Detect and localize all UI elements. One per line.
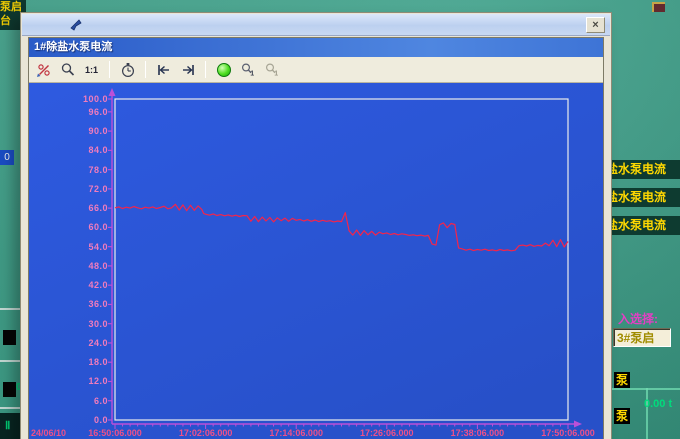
background-block (3, 382, 16, 397)
x-axis-date-label: 24/06/10 (31, 428, 67, 438)
corner-label-top: 泵启 (0, 1, 22, 13)
y-tick-label: 90.0 (88, 126, 108, 137)
trend-plot (108, 88, 582, 429)
toolbar-separator (145, 61, 146, 78)
background-zero-readout: 0 (0, 150, 14, 165)
y-tick-label: 54.0 (88, 241, 108, 252)
pump-current-tag-2[interactable]: 盐水泵电流 (604, 188, 680, 207)
one-to-one-label: 1:1 (84, 64, 98, 75)
x-tick-label: 17:50:06.000 (541, 428, 595, 438)
pump-start-select-box[interactable]: 3#泵启 (613, 328, 671, 347)
trend-title: 1#除盐水泵电流 (29, 38, 603, 57)
background-line (0, 360, 23, 362)
y-tick-label: 0.0 (93, 415, 108, 425)
toolbar-separator (205, 61, 206, 78)
dialog-titlebar[interactable]: × (22, 14, 610, 36)
y-tick-label: 78.0 (88, 164, 108, 175)
trend-inner-window: 1#除盐水泵电流 1:1 (28, 37, 604, 439)
zoom-percent-icon[interactable] (35, 61, 52, 78)
zoom-icon[interactable] (59, 61, 76, 78)
mimic-pipe-vertical (646, 388, 648, 439)
y-tick-label: 96.0 (88, 106, 108, 117)
y-tick-label: 100.0 (82, 94, 108, 104)
y-tick-label: 18.0 (88, 357, 108, 368)
background-line (0, 308, 23, 310)
pan-right-icon[interactable] (179, 61, 196, 78)
y-tick-label: 24.0 (88, 337, 108, 348)
background-block (3, 330, 16, 345)
trend-line-series (114, 203, 569, 252)
one-to-one-icon[interactable]: 1:1 (83, 61, 100, 78)
background-small-icon (652, 2, 665, 12)
print-1-icon[interactable]: 1 (239, 61, 256, 78)
svg-text:1: 1 (274, 70, 278, 77)
trend-toolbar: 1:1 (29, 57, 603, 83)
y-tick-label: 60.0 (88, 222, 108, 233)
x-tick-label: 17:38:06.000 (450, 428, 505, 438)
time-setup-icon[interactable] (119, 61, 136, 78)
x-tick-label: 17:14:06.000 (269, 428, 323, 438)
close-button[interactable]: × (586, 17, 605, 33)
background-line (0, 407, 23, 409)
svg-text:1: 1 (250, 70, 254, 77)
y-tick-label: 30.0 (88, 318, 108, 329)
chart-region[interactable]: 24/06/10 100.0 96.0 90.0 84.0 78.0 72.0 66.0 60… (29, 83, 603, 439)
toolbar-separator (109, 61, 110, 78)
y-tick-label: 36.0 (88, 299, 108, 310)
flow-value-readout: 0.00 t (644, 398, 673, 410)
pump-select-label: 入选择: (618, 312, 658, 326)
pump-tag-clipped-1: 泵 (614, 372, 630, 388)
y-tick-label: 84.0 (88, 145, 108, 156)
y-tick-label: 12.0 (88, 376, 108, 387)
refresh-ball-icon[interactable] (215, 61, 232, 78)
y-tick-label: 48.0 (88, 260, 108, 271)
mimic-pipe-horizontal (606, 388, 680, 390)
pump-tag-clipped-2: 泵 (614, 408, 630, 424)
y-tick-label: 6.0 (93, 395, 108, 406)
y-tick-label: 42.0 (88, 280, 108, 291)
y-tick-label: 72.0 (88, 183, 108, 194)
x-tick-label: 17:26:06.000 (360, 428, 414, 438)
print-2-icon[interactable]: 1 (263, 61, 280, 78)
x-tick-label: 16:50:06.000 (88, 428, 142, 438)
trend-dialog-window: × 1#除盐水泵电流 (20, 12, 612, 439)
x-tick-label: 17:02:06.000 (178, 428, 233, 438)
y-tick-label: 66.0 (88, 203, 108, 214)
pan-left-icon[interactable] (155, 61, 172, 78)
corner-label-bottom: 台 (0, 15, 11, 27)
pump-current-tag-1[interactable]: 盐水泵电流 (604, 160, 680, 179)
window-icon (70, 19, 82, 31)
pump-current-tag-3[interactable]: 盐水泵电流 (604, 216, 680, 235)
